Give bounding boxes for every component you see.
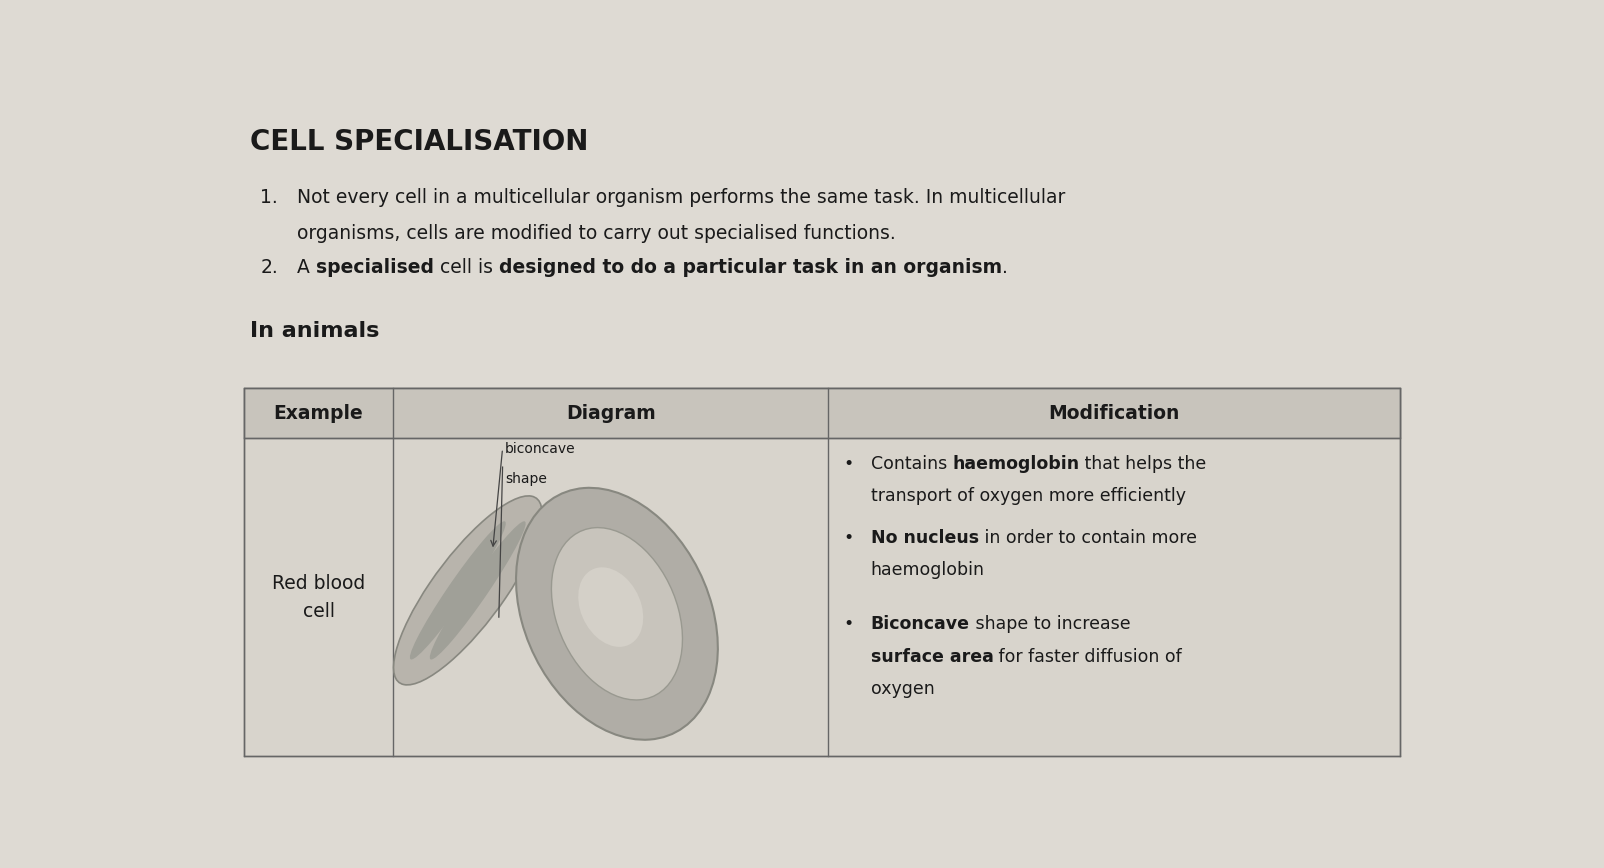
Text: biconcave: biconcave xyxy=(505,442,576,456)
Text: Example: Example xyxy=(274,404,364,423)
Text: surface area: surface area xyxy=(871,648,993,666)
Text: A: A xyxy=(297,258,316,277)
Text: transport of oxygen more efficiently: transport of oxygen more efficiently xyxy=(871,487,1185,505)
Text: Diagram: Diagram xyxy=(566,404,656,423)
Text: organisms, cells are modified to carry out specialised functions.: organisms, cells are modified to carry o… xyxy=(297,225,897,243)
Text: in order to contain more: in order to contain more xyxy=(978,529,1197,547)
Text: •: • xyxy=(844,455,853,473)
Text: Modification: Modification xyxy=(1049,404,1181,423)
Text: for faster diffusion of: for faster diffusion of xyxy=(993,648,1182,666)
Ellipse shape xyxy=(411,522,505,660)
Text: Contains: Contains xyxy=(871,455,953,473)
Text: Red blood
cell: Red blood cell xyxy=(273,574,366,621)
Text: •: • xyxy=(844,615,853,634)
Text: cell is: cell is xyxy=(435,258,499,277)
Text: Biconcave: Biconcave xyxy=(871,615,969,634)
Text: shape to increase: shape to increase xyxy=(969,615,1131,634)
Text: 1.: 1. xyxy=(260,187,277,207)
Text: haemoglobin: haemoglobin xyxy=(871,561,985,579)
Ellipse shape xyxy=(393,496,542,685)
Bar xyxy=(244,388,1400,756)
Text: haemoglobin: haemoglobin xyxy=(953,455,1079,473)
Ellipse shape xyxy=(552,528,682,700)
Text: shape: shape xyxy=(505,472,547,486)
Ellipse shape xyxy=(579,568,643,647)
Text: CELL SPECIALISATION: CELL SPECIALISATION xyxy=(250,128,589,155)
Text: .: . xyxy=(1002,258,1009,277)
Text: specialised: specialised xyxy=(316,258,435,277)
Text: •: • xyxy=(844,529,853,547)
Text: oxygen: oxygen xyxy=(871,680,934,698)
Text: 2.: 2. xyxy=(260,258,277,277)
Ellipse shape xyxy=(516,488,719,740)
Text: No nucleus: No nucleus xyxy=(871,529,978,547)
Text: In animals: In animals xyxy=(250,321,380,341)
Bar xyxy=(244,388,1400,438)
Text: that helps the: that helps the xyxy=(1079,455,1206,473)
Ellipse shape xyxy=(430,522,526,660)
Text: Not every cell in a multicellular organism performs the same task. In multicellu: Not every cell in a multicellular organi… xyxy=(297,187,1065,207)
Text: designed to do a particular task in an organism: designed to do a particular task in an o… xyxy=(499,258,1002,277)
